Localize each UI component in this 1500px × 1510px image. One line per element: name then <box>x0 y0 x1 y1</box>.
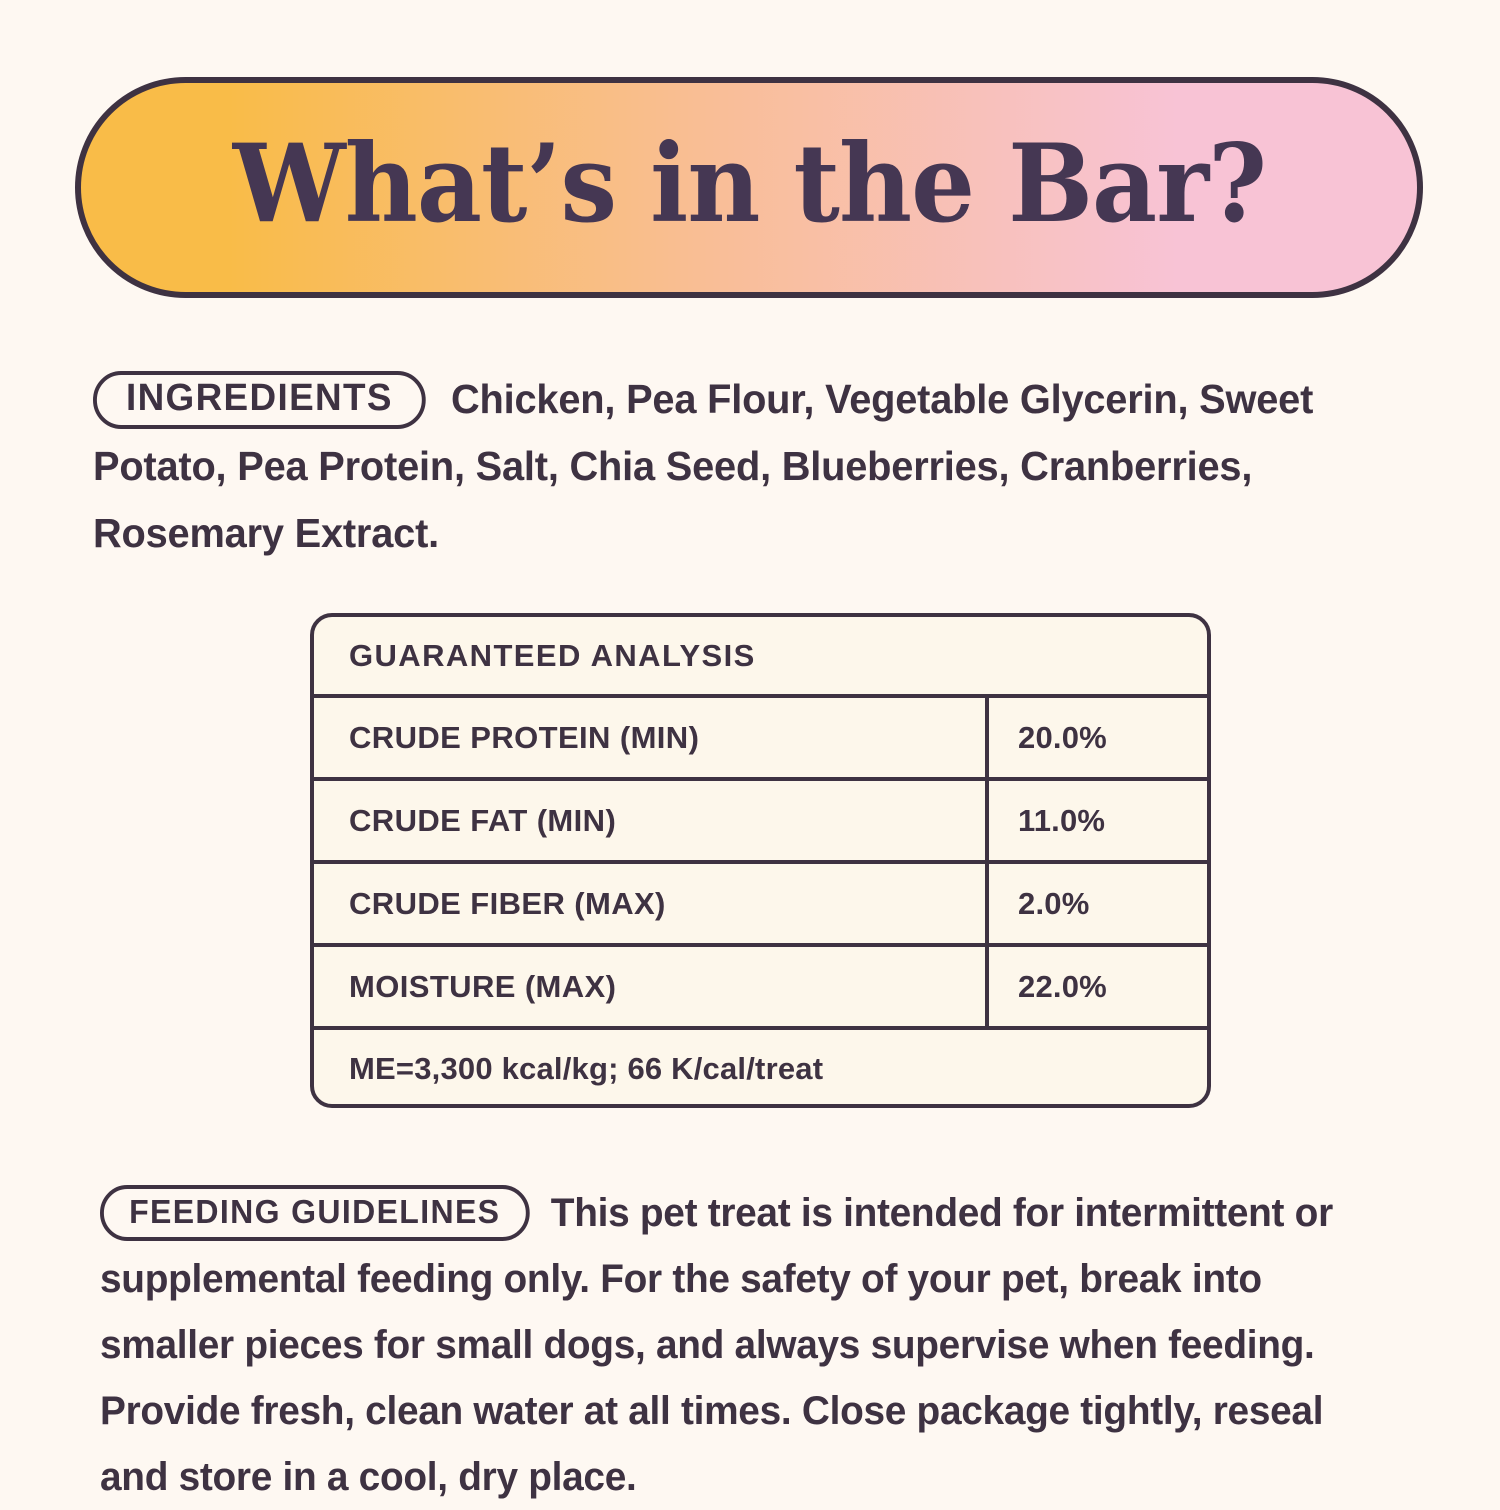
guaranteed-analysis-table: GUARANTEED ANALYSIS CRUDE PROTEIN (MIN) … <box>310 613 1211 1108</box>
ingredients-flow: INGREDIENTS Chicken, Pea Flour, Vegetable… <box>93 366 1383 567</box>
row-value: 22.0% <box>985 947 1207 1026</box>
header-banner: What’s in the Bar? <box>75 77 1423 298</box>
row-label: CRUDE PROTEIN (MIN) <box>349 719 700 755</box>
row-label: MOISTURE (MAX) <box>349 968 617 1004</box>
metabolizable-energy-note: ME=3,300 kcal/kg; 66 K/cal/treat <box>314 1026 1207 1104</box>
feeding-guidelines-label-pill: FEEDING GUIDELINES <box>100 1185 530 1242</box>
ingredients-label-pill: INGREDIENTS <box>93 371 426 430</box>
row-value: 2.0% <box>985 864 1207 943</box>
ingredients-section: INGREDIENTS Chicken, Pea Flour, Vegetable… <box>93 366 1423 567</box>
table-row: CRUDE PROTEIN (MIN) 20.0% <box>314 694 1207 777</box>
row-value: 20.0% <box>985 698 1207 777</box>
feeding-guidelines-flow: FEEDING GUIDELINES This pet treat is inte… <box>100 1180 1383 1510</box>
table-row: CRUDE FAT (MIN) 11.0% <box>314 777 1207 860</box>
ingredients-text: Chicken, Pea Flour, Vegetable Glycerin, … <box>93 376 1314 556</box>
table-row: MOISTURE (MAX) 22.0% <box>314 943 1207 1026</box>
feeding-guidelines-section: FEEDING GUIDELINES This pet treat is inte… <box>100 1180 1423 1510</box>
row-label: CRUDE FAT (MIN) <box>349 802 617 838</box>
row-label: CRUDE FIBER (MAX) <box>349 885 666 921</box>
feeding-guidelines-text: This pet treat is intended for intermitt… <box>100 1191 1333 1499</box>
page-title: What’s in the Bar? <box>232 120 1266 247</box>
row-value: 11.0% <box>985 781 1207 860</box>
table-row: CRUDE FIBER (MAX) 2.0% <box>314 860 1207 943</box>
guaranteed-analysis-title: GUARANTEED ANALYSIS <box>349 637 756 673</box>
